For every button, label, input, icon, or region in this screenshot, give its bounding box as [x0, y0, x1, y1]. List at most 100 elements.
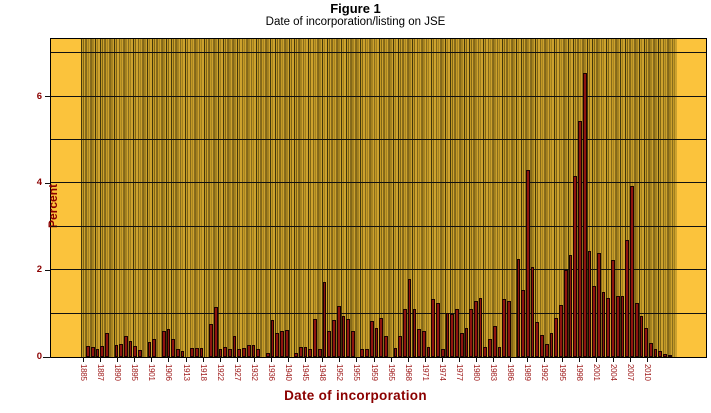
histogram-bar	[114, 344, 119, 357]
histogram-bar	[213, 307, 218, 357]
histogram-bar	[639, 315, 644, 357]
histogram-bar	[634, 302, 639, 357]
x-tick-mark	[476, 357, 478, 362]
x-tick-label: 1983	[489, 364, 499, 381]
x-tick-mark	[527, 357, 529, 362]
histogram-bar	[138, 349, 142, 357]
histogram-bar	[341, 315, 346, 357]
histogram-bar	[417, 329, 421, 357]
histogram-bar	[90, 347, 95, 357]
x-axis-title: Date of incorporation	[284, 388, 427, 403]
histogram-bar	[611, 259, 615, 357]
histogram-bar	[351, 330, 355, 357]
x-tick-label: 1936	[266, 364, 276, 381]
x-tick-label: 1965	[386, 364, 396, 381]
histogram-bar	[171, 338, 175, 357]
histogram-bar	[133, 345, 138, 357]
x-tick-mark	[117, 357, 119, 362]
x-tick-label: 1887	[96, 364, 106, 381]
y-gridline	[51, 225, 706, 227]
histogram-bar	[232, 335, 237, 357]
x-tick-label: 1986	[506, 364, 516, 381]
y-tick-label: 0	[36, 351, 42, 362]
histogram-bar	[421, 330, 426, 357]
x-tick-mark	[202, 357, 204, 362]
histogram-bar	[166, 328, 171, 357]
x-tick-mark	[458, 357, 460, 362]
x-tick-mark	[544, 357, 546, 362]
x-tick-label: 1998	[574, 364, 584, 381]
x-tick-label: 1992	[540, 364, 550, 381]
x-tick-mark	[100, 357, 102, 362]
x-tick-label: 1913	[181, 364, 191, 381]
histogram-bar	[265, 352, 270, 357]
histogram-bar	[412, 309, 417, 357]
y-tick-mark	[45, 356, 50, 358]
y-gridline	[51, 139, 706, 141]
histogram-bar	[620, 296, 625, 357]
histogram-bar	[469, 309, 473, 357]
x-tick-mark	[253, 357, 255, 362]
histogram-bar	[365, 349, 369, 357]
histogram-bar	[403, 309, 407, 357]
histogram-bar	[147, 341, 152, 357]
histogram-bar	[601, 291, 606, 357]
histogram-bar	[615, 296, 620, 357]
x-tick-mark	[629, 357, 631, 362]
histogram-bar	[270, 320, 275, 357]
x-tick-mark	[373, 357, 375, 362]
x-tick-mark	[236, 357, 238, 362]
histogram-bar	[237, 349, 242, 357]
histogram-bar	[190, 348, 194, 357]
x-tick-mark	[356, 357, 358, 362]
x-tick-label: 1945	[301, 364, 311, 381]
histogram-bar	[587, 251, 592, 357]
y-tick-label: 2	[36, 264, 42, 276]
x-tick-label: 1940	[284, 364, 294, 381]
x-tick-label: 1918	[198, 364, 208, 381]
histogram-bar	[332, 320, 336, 357]
y-tick-mark	[45, 96, 50, 98]
histogram-bar	[284, 330, 289, 357]
histogram-bar	[507, 300, 511, 357]
histogram-bar	[649, 343, 653, 357]
x-tick-label: 1948	[318, 364, 328, 381]
histogram-bar	[663, 353, 667, 357]
histogram-bar	[223, 346, 228, 357]
histogram-bar	[256, 349, 261, 357]
histogram-bar	[464, 327, 469, 357]
histogram-bar	[209, 324, 213, 357]
histogram-bar	[436, 302, 440, 357]
histogram-bar	[455, 309, 459, 357]
x-tick-label: 1959	[369, 364, 379, 381]
histogram-bar	[502, 299, 507, 357]
histogram-bar	[431, 299, 436, 357]
figure-subtitle: Date of incorporation/listing on JSE	[265, 16, 446, 28]
x-tick-mark	[595, 357, 597, 362]
x-tick-label: 1927	[232, 364, 242, 381]
x-tick-mark	[83, 357, 84, 362]
x-tick-label: 1968	[403, 364, 413, 381]
histogram-bar	[313, 318, 317, 357]
histogram-bar	[426, 347, 431, 357]
figure-title: Figure 1	[330, 1, 381, 16]
x-axis-baseline-overhang	[43, 357, 51, 358]
x-tick-label: 1906	[164, 364, 174, 381]
x-tick-label: 1980	[472, 364, 482, 381]
x-tick-label: 1952	[335, 364, 345, 381]
x-tick-label: 1890	[113, 364, 123, 381]
histogram-bar	[379, 317, 384, 357]
histogram-bar	[298, 347, 303, 357]
histogram-bar	[95, 349, 100, 357]
x-tick-label: 1955	[352, 364, 362, 381]
histogram-bar	[369, 321, 374, 357]
x-tick-mark	[339, 357, 341, 362]
y-gridline	[51, 312, 706, 314]
histogram-bar	[516, 259, 521, 357]
histogram-bar	[445, 312, 450, 357]
histogram-bar	[596, 252, 601, 357]
histogram-bar	[606, 297, 611, 357]
histogram-bar	[246, 345, 251, 357]
histogram-bar	[474, 300, 478, 357]
